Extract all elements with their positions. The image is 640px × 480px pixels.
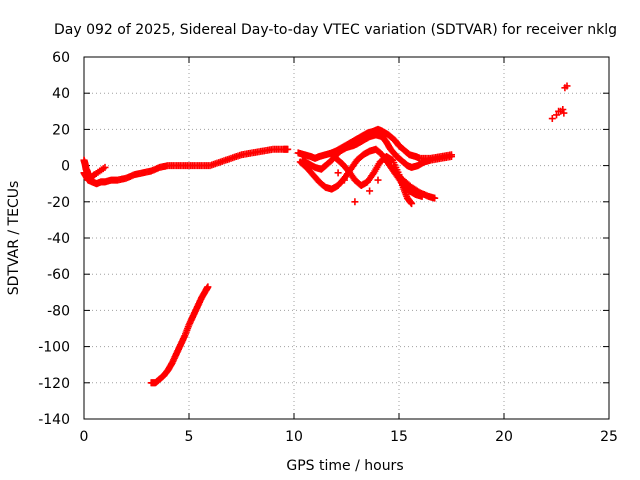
- y-tick-label: -40: [47, 231, 70, 247]
- series-strays: [334, 169, 382, 206]
- x-axis-label: GPS time / hours: [286, 458, 403, 474]
- data-point: [101, 163, 109, 171]
- data-point: [563, 82, 571, 90]
- tick-labels: 0 5 10 15 20 25 -140 -120 -100 -80 -60 -40 -20 0 20 40 6…: [38, 50, 618, 445]
- y-axis-label: SDTVAR / TECUs: [6, 181, 22, 296]
- data-point: [204, 283, 212, 291]
- series-late-cluster: [548, 82, 571, 123]
- y-tick-label: -140: [38, 412, 70, 428]
- data-point: [431, 194, 439, 202]
- x-tick-label: 0: [80, 429, 89, 445]
- data-point: [553, 111, 560, 119]
- y-tick-label: -60: [47, 267, 70, 283]
- x-tick-label: 5: [185, 429, 194, 445]
- x-tick-label: 25: [600, 429, 618, 445]
- plot-frame: [83, 56, 610, 420]
- x-tick-label: 20: [495, 429, 513, 445]
- x-tick-label: 15: [390, 429, 408, 445]
- data-point: [340, 176, 348, 184]
- series-arc-a: [294, 125, 455, 162]
- series-arc-e: [391, 169, 439, 202]
- axes: [83, 56, 610, 420]
- series-arc-b: [298, 131, 455, 173]
- grid-lines: [84, 57, 609, 419]
- data-point: [548, 115, 556, 123]
- data-point: [408, 200, 416, 208]
- y-tick-label: 40: [52, 86, 70, 102]
- y-tick-label: 60: [52, 50, 70, 66]
- data-point: [351, 198, 359, 206]
- series-early-spikes: [80, 156, 109, 182]
- y-tick-label: -100: [38, 340, 70, 356]
- data-points: [80, 82, 571, 387]
- data-point: [448, 153, 455, 161]
- data-point: [374, 176, 382, 184]
- series-main-track: [80, 145, 292, 188]
- data-point: [334, 169, 342, 177]
- data-point: [559, 105, 567, 113]
- data-point: [284, 145, 292, 153]
- data-point: [366, 187, 374, 195]
- chart-title: Day 092 of 2025, Sidereal Day-to-day VTE…: [54, 22, 617, 38]
- y-tick-label: 20: [52, 122, 70, 138]
- y-tick-label: -80: [47, 303, 70, 319]
- series-descent-track: [147, 283, 212, 387]
- data-point: [560, 109, 568, 117]
- y-tick-label: 0: [61, 159, 70, 175]
- x-tick-label: 10: [285, 429, 303, 445]
- y-tick-label: -20: [47, 195, 70, 211]
- y-tick-label: -120: [38, 376, 70, 392]
